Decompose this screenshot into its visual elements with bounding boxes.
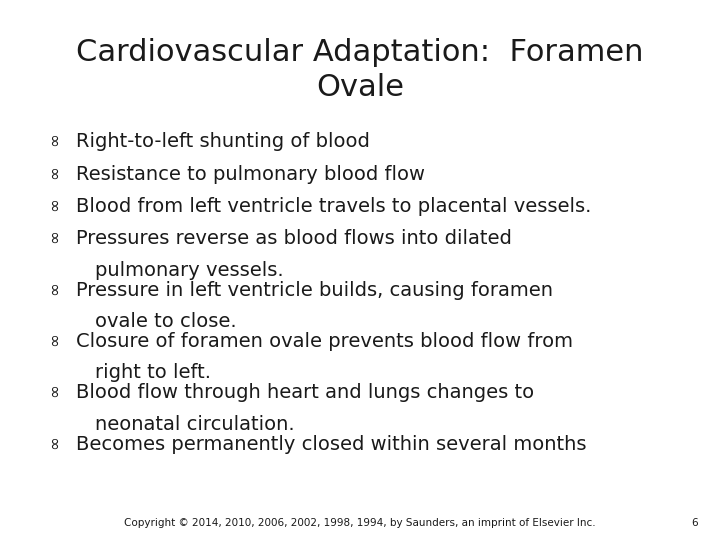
Text: Closure of foramen ovale prevents blood flow from: Closure of foramen ovale prevents blood … bbox=[76, 332, 572, 351]
Text: ∞: ∞ bbox=[45, 132, 63, 146]
Text: Right-to-left shunting of blood: Right-to-left shunting of blood bbox=[76, 132, 369, 151]
Text: 6: 6 bbox=[691, 518, 698, 528]
Text: Blood flow through heart and lungs changes to: Blood flow through heart and lungs chang… bbox=[76, 383, 534, 402]
Text: ∞: ∞ bbox=[45, 383, 63, 397]
Text: ∞: ∞ bbox=[45, 197, 63, 211]
Text: Pressures reverse as blood flows into dilated: Pressures reverse as blood flows into di… bbox=[76, 230, 511, 248]
Text: ∞: ∞ bbox=[45, 165, 63, 179]
Text: ∞: ∞ bbox=[45, 230, 63, 244]
Text: ∞: ∞ bbox=[45, 332, 63, 346]
Text: neonatal circulation.: neonatal circulation. bbox=[95, 415, 294, 434]
Text: right to left.: right to left. bbox=[95, 363, 211, 382]
Text: Becomes permanently closed within several months: Becomes permanently closed within severa… bbox=[76, 435, 586, 454]
Text: Cardiovascular Adaptation:  Foramen
Ovale: Cardiovascular Adaptation: Foramen Ovale bbox=[76, 38, 644, 102]
Text: Blood from left ventricle travels to placental vessels.: Blood from left ventricle travels to pla… bbox=[76, 197, 591, 216]
Text: Pressure in left ventricle builds, causing foramen: Pressure in left ventricle builds, causi… bbox=[76, 281, 553, 300]
Text: ∞: ∞ bbox=[45, 435, 63, 449]
Text: Copyright © 2014, 2010, 2006, 2002, 1998, 1994, by Saunders, an imprint of Elsev: Copyright © 2014, 2010, 2006, 2002, 1998… bbox=[124, 518, 596, 528]
Text: ovale to close.: ovale to close. bbox=[95, 312, 237, 331]
Text: Resistance to pulmonary blood flow: Resistance to pulmonary blood flow bbox=[76, 165, 425, 184]
Text: pulmonary vessels.: pulmonary vessels. bbox=[95, 261, 284, 280]
Text: ∞: ∞ bbox=[45, 281, 63, 295]
